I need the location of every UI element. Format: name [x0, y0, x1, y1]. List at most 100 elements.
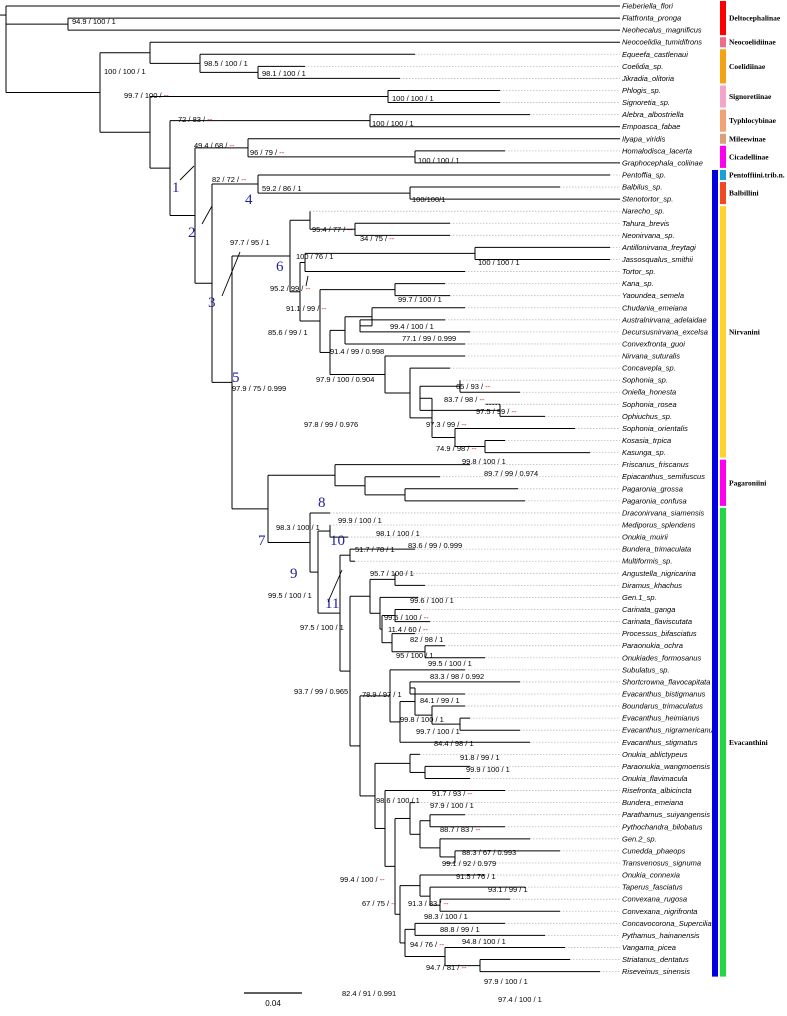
support-value-numbers: 98.3 / 100 / 1	[276, 523, 320, 532]
support-value-numbers: 82.4 / 91 / 0.991	[342, 989, 396, 998]
taxon-label: Alebra_albostriella	[621, 110, 684, 119]
taxon-label: Ilyapa_viridis	[622, 134, 666, 143]
taxon-label: Evacanthus_stigmatus	[622, 738, 698, 747]
taxon-label: Ophiuchus_sp.	[622, 412, 672, 421]
support-value: 96 / 79 / --	[250, 148, 285, 157]
support-value-missing: --	[345, 225, 353, 234]
support-value: 100 / 100 / 1	[372, 119, 414, 128]
support-value: 97.9 / 75 / 0.999	[232, 384, 286, 393]
support-value: 97.8 / 99 / 0.976	[304, 420, 358, 429]
support-value: 82 / 72 / --	[212, 175, 247, 184]
support-value-missing: --	[421, 625, 429, 634]
support-value: 82.4 / 91 / 0.991	[342, 989, 396, 998]
support-value: 97.5 / 99 / --	[476, 407, 517, 416]
support-value-numbers: 94.8 / 100 / 1	[462, 937, 506, 946]
taxon-label: Stenotortor_sp.	[622, 195, 673, 204]
support-value: 94.7 / 81 / --	[426, 963, 467, 972]
taxon-label: Convexfronta_guoi	[622, 339, 685, 348]
group-bar	[720, 206, 726, 458]
taxon-label: Bundera_trimaculata	[622, 545, 691, 554]
support-value-numbers: 49.4 / 68 /	[194, 141, 228, 150]
support-value-numbers: 99.5 / 100 / 1	[268, 591, 312, 600]
support-value-missing: --	[459, 420, 467, 429]
group-label: Coelidiinae	[729, 62, 766, 71]
support-value-numbers: 97.9 / 100 / 1	[484, 977, 528, 986]
support-value-numbers: 100 / 100 / 1	[372, 119, 414, 128]
support-value: 95.7 / 100 / 1	[370, 569, 414, 578]
taxon-label: Antillonirvana_freytagi	[621, 243, 696, 252]
support-value-missing: --	[469, 444, 477, 453]
taxon-label: Kana_sp.	[622, 279, 654, 288]
support-value: 98.3 / 100 / 1	[276, 523, 320, 532]
taxon-label: Onukia_ablictypeus	[622, 750, 688, 759]
support-value: 78.9 / 97 / 1	[362, 690, 402, 699]
support-value-missing: --	[465, 789, 473, 798]
support-value: 97.9 / 100 / 0.904	[316, 375, 374, 384]
support-value-numbers: 97.8 / 99 / 0.976	[304, 420, 358, 429]
support-value-numbers: 97.7 / 95 / 1	[230, 238, 270, 247]
support-value-numbers: 82 / 72 /	[212, 175, 240, 184]
support-value: 94 / 76 / --	[410, 940, 445, 949]
group-bar	[720, 169, 726, 180]
support-value: 88.3 / 67 / 0.993	[462, 848, 516, 857]
node-number: 11	[325, 596, 339, 612]
support-value-missing: --	[437, 940, 445, 949]
taxon-label: Gen.2_sp.	[622, 834, 657, 843]
taxon-label: Convexana_nigrifronta	[622, 907, 697, 916]
support-value: 99.9 / 100 / 1	[338, 516, 382, 525]
support-value-missing: --	[477, 395, 485, 404]
support-value: 99.5 / 100 / 1	[428, 659, 472, 668]
support-value-numbers: 98.3 / 100 / 1	[424, 912, 468, 921]
support-value-numbers: 99.8 / 100 / 1	[400, 715, 444, 724]
group-label: Neocoelidiinae	[729, 38, 776, 47]
support-value-numbers: 99.7 / 100 / 1	[416, 727, 460, 736]
support-value: 99.6 / 100 / 1	[410, 596, 454, 605]
taxon-label: Phlogis_sp.	[622, 86, 661, 95]
support-value: 97.9 / 100 / 1	[484, 977, 528, 986]
support-value-numbers: 91.3 / 83 /	[408, 899, 442, 908]
support-value-numbers: 83.3 / 98 / 0.992	[430, 672, 484, 681]
support-value-missing: --	[389, 899, 397, 908]
group-label: Signoretiinae	[729, 92, 772, 101]
support-value-numbers: 100/100/1	[412, 195, 445, 204]
support-value-numbers: 100 / 100 / 1	[392, 94, 434, 103]
taxon-label: Coelidia_sp.	[622, 62, 663, 71]
support-value: 99.4 / 100 / 1	[390, 322, 434, 331]
support-value-numbers: 77.1 / 99 / 0.999	[402, 334, 456, 343]
taxon-label: Tortor_sp.	[622, 267, 656, 276]
taxon-label: Narecho_sp.	[622, 207, 665, 216]
support-value-numbers: 93.7 / 99 / 0.965	[294, 687, 348, 696]
support-value-numbers: 65 / 93 /	[456, 382, 484, 391]
node-number: 5	[232, 370, 240, 386]
support-value-numbers: 99.9 / 100 / 1	[338, 516, 382, 525]
support-value: 99.8 / 100 / 1	[462, 457, 506, 466]
group-bar	[720, 182, 726, 205]
taxon-label: Draconirvana_siamensis	[622, 508, 704, 517]
node-leader	[305, 275, 309, 287]
support-value-missing: --	[277, 148, 285, 157]
support-value: 99.8 / 100 / 1	[400, 715, 444, 724]
support-value: 65 / 93 / --	[456, 382, 491, 391]
support-value-missing: --	[239, 175, 247, 184]
support-value: 99.4 / 100 / --	[340, 875, 385, 884]
support-value-numbers: 100 / 100 / 1	[418, 156, 460, 165]
support-value-missing: --	[303, 284, 311, 293]
support-value-numbers: 91.8 / 99 / 1	[460, 753, 500, 762]
node-leader	[327, 569, 343, 603]
support-value: 91.4 / 99 / 0.998	[330, 347, 384, 356]
taxon-label: Mediporus_splendens	[622, 521, 696, 530]
support-value: 84.4 / 98 / 1	[434, 739, 474, 748]
support-value-numbers: 99.5 / 100 / 1	[428, 659, 472, 668]
taxon-label: Onukia_flavimacula	[622, 774, 687, 783]
taxon-label: Evacanthus_nigramericanus	[622, 726, 717, 735]
taxon-label: Friscanus_friscanus	[622, 460, 689, 469]
support-value: 100 / 100 / 1	[418, 156, 460, 165]
support-value: 51.7 / 78 / 1	[355, 545, 395, 554]
support-value: 98.1 / 100 / 1	[262, 69, 306, 78]
group-label: Pentoffiini.trib.n.	[729, 170, 785, 179]
taxon-label: Oniella_honesta	[622, 388, 676, 397]
taxon-label: Pagaronia_confusa	[622, 496, 687, 505]
node-leader	[179, 165, 195, 181]
taxon-label: Tahura_brevis	[622, 219, 670, 228]
group-bar	[720, 49, 726, 84]
